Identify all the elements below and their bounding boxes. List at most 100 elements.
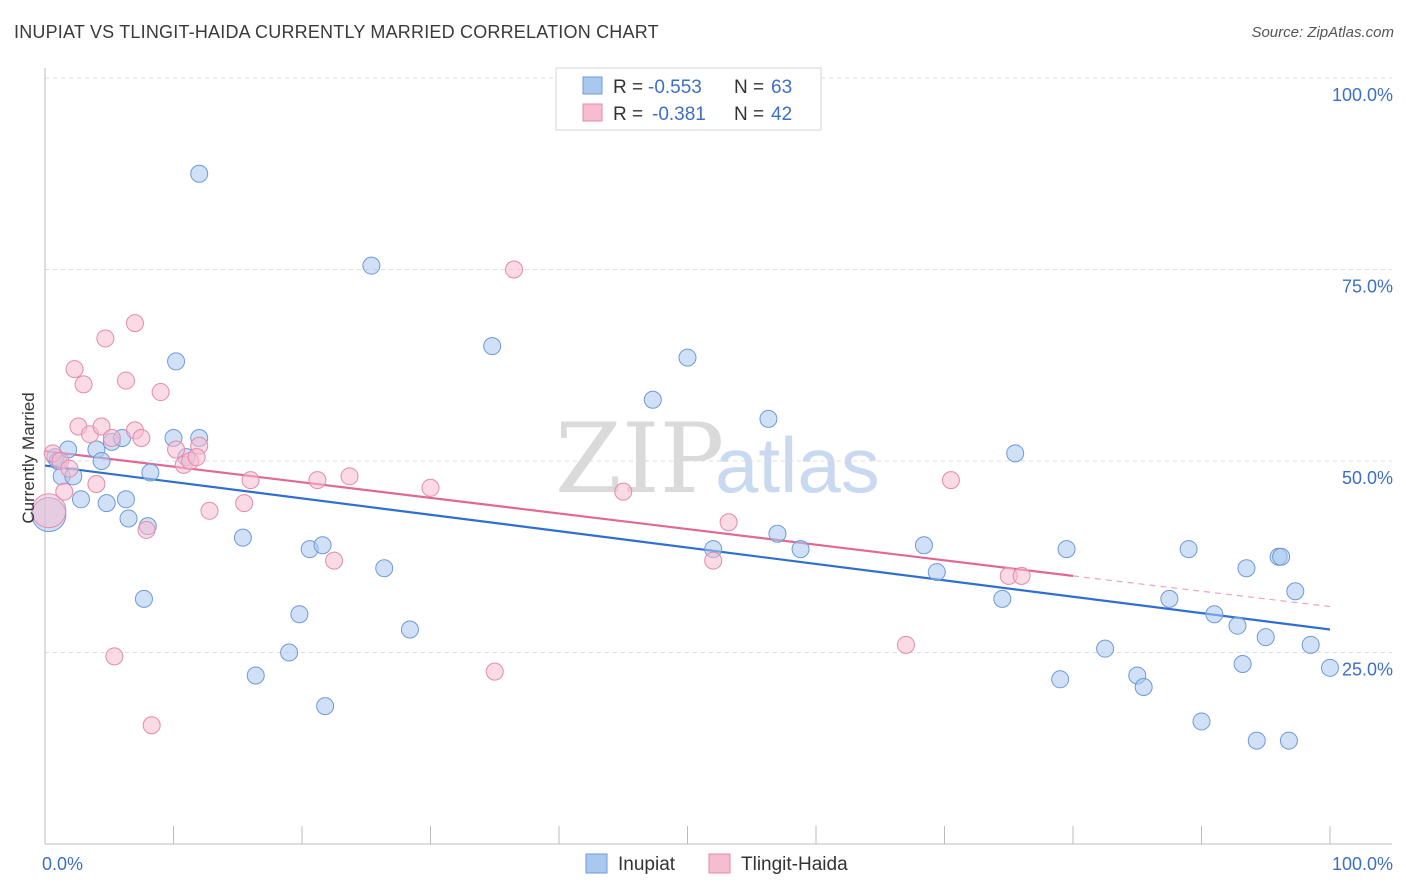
data-point-inupiat: [362, 256, 381, 275]
data-point-inupiat: [1134, 677, 1153, 696]
data-point-tlingit-haida: [60, 459, 79, 478]
data-point-inupiat: [375, 559, 394, 578]
data-point-tlingit-haida: [941, 471, 960, 490]
legend-n-label-inupiat: N =: [734, 77, 764, 98]
bottom-legend-swatch-inupiat: [585, 853, 608, 874]
legend-r-label-inupiat: R =: [613, 77, 643, 98]
data-point-inupiat: [678, 348, 697, 367]
data-point-tlingit-haida: [505, 260, 524, 279]
data-point-inupiat: [92, 452, 111, 470]
bottom-legend-label-inupiat: Inupiat: [618, 854, 676, 875]
legend-n-value-tlingit-haida: 42: [771, 104, 792, 125]
data-point-tlingit-haida: [96, 329, 115, 348]
y-tick-label: 100.0%: [1332, 85, 1393, 105]
data-point-inupiat: [313, 536, 332, 555]
data-point-inupiat: [134, 589, 153, 608]
data-points: [31, 164, 1339, 750]
data-point-tlingit-haida: [200, 501, 219, 520]
data-point-inupiat: [1228, 616, 1247, 635]
trend-line-inupiat: [44, 464, 1331, 631]
data-point-inupiat: [1301, 635, 1320, 654]
legend-box: R = -0.553 N = 63 R = -0.381 N = 42: [555, 67, 822, 131]
data-point-tlingit-haida: [151, 383, 170, 402]
data-point-inupiat: [1279, 731, 1298, 750]
data-point-inupiat: [141, 463, 160, 482]
bottom-legend-label-tlingit-haida: Tlingit-Haida: [741, 854, 848, 875]
data-point-tlingit-haida: [719, 513, 738, 532]
legend-r-value-tlingit-haida: -0.381: [652, 104, 706, 125]
data-point-tlingit-haida: [74, 375, 93, 394]
data-point-inupiat: [1051, 670, 1070, 689]
data-point-tlingit-haida: [137, 520, 156, 539]
data-point-inupiat: [1179, 540, 1198, 559]
data-point-inupiat: [914, 536, 933, 555]
data-point-tlingit-haida: [55, 482, 74, 501]
watermark-zip: ZIP: [555, 403, 724, 515]
data-point-inupiat: [71, 490, 90, 509]
data-point-tlingit-haida: [167, 440, 186, 459]
bottom-legend: Inupiat Tlingit-Haida: [585, 853, 848, 875]
data-point-inupiat: [1237, 559, 1256, 578]
trend-lines: [44, 449, 1331, 631]
data-point-inupiat: [167, 352, 186, 371]
data-point-inupiat: [1256, 628, 1275, 647]
data-point-inupiat: [993, 589, 1012, 608]
data-point-tlingit-haida: [65, 360, 84, 379]
trend-line-tlingit-haida: [44, 449, 1074, 577]
chart-source: Source: ZipAtlas.com: [1251, 24, 1394, 41]
y-tick-labels: 25.0% 50.0% 75.0% 100.0%: [1332, 85, 1393, 680]
data-point-inupiat: [759, 409, 778, 428]
legend-swatch-tlingit-haida: [582, 103, 603, 122]
data-point-tlingit-haida: [187, 448, 206, 467]
data-point-inupiat: [1233, 654, 1252, 673]
y-axis-label: Currently Married: [19, 392, 38, 523]
data-point-inupiat: [791, 540, 810, 559]
data-point-inupiat: [1205, 605, 1224, 624]
data-point-tlingit-haida: [132, 429, 151, 448]
data-point-inupiat: [1006, 444, 1025, 463]
data-point-tlingit-haida: [325, 551, 344, 570]
data-point-tlingit-haida: [92, 417, 111, 436]
data-point-inupiat: [768, 524, 787, 543]
x-tick-label: 0.0%: [42, 854, 83, 874]
data-point-tlingit-haida: [87, 474, 106, 493]
data-point-inupiat: [400, 620, 419, 639]
data-point-tlingit-haida: [102, 429, 121, 448]
data-point-inupiat: [290, 605, 309, 624]
data-point-inupiat: [233, 528, 252, 547]
legend-n-value-inupiat: 63: [771, 77, 792, 98]
chart-title: INUPIAT VS TLINGIT-HAIDA CURRENTLY MARRI…: [14, 22, 659, 42]
data-point-tlingit-haida: [142, 716, 161, 735]
data-point-inupiat: [97, 494, 116, 513]
data-point-tlingit-haida: [241, 471, 260, 490]
data-point-inupiat: [119, 509, 138, 528]
data-point-inupiat: [1192, 712, 1211, 731]
data-point-tlingit-haida: [31, 493, 67, 529]
data-point-inupiat: [280, 643, 299, 662]
data-point-tlingit-haida: [896, 635, 915, 654]
gridlines: [45, 77, 1392, 653]
data-point-inupiat: [1272, 547, 1291, 566]
data-point-inupiat: [1096, 639, 1115, 658]
data-point-inupiat: [1321, 658, 1339, 677]
data-point-inupiat: [1057, 540, 1076, 559]
data-point-tlingit-haida: [105, 647, 124, 666]
data-point-inupiat: [927, 563, 946, 582]
data-point-inupiat: [1247, 731, 1266, 750]
data-point-tlingit-haida: [116, 371, 135, 390]
data-point-tlingit-haida: [1012, 566, 1031, 585]
data-point-inupiat: [246, 666, 265, 685]
x-tick-labels: 0.0% 100.0%: [42, 854, 1393, 874]
data-point-inupiat: [190, 164, 209, 183]
legend-r-label-tlingit-haida: R =: [613, 104, 643, 125]
data-point-tlingit-haida: [614, 482, 633, 501]
data-point-tlingit-haida: [485, 662, 504, 681]
data-point-tlingit-haida: [421, 478, 440, 497]
y-tick-label: 25.0%: [1342, 660, 1393, 680]
data-point-inupiat: [483, 337, 502, 356]
legend-r-value-inupiat: -0.553: [648, 77, 702, 98]
data-point-tlingit-haida: [235, 494, 254, 513]
legend-swatch-inupiat: [582, 76, 603, 95]
watermark-atlas: atlas: [715, 421, 880, 509]
